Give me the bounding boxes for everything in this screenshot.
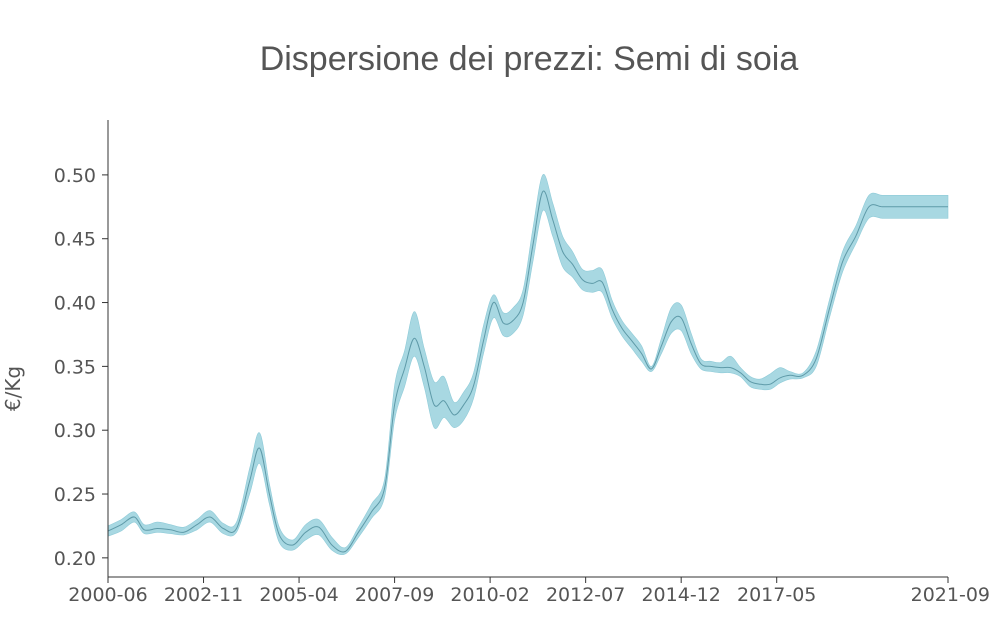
y-tick-label: 0.45 bbox=[54, 229, 96, 251]
y-tick-label: 0.20 bbox=[54, 548, 96, 570]
x-tick-label: 2000-06 bbox=[68, 584, 147, 606]
x-tick-label: 2021-09 bbox=[911, 584, 990, 606]
median-price-line bbox=[107, 190, 948, 553]
x-tick-label: 2005-04 bbox=[259, 584, 338, 606]
x-tick-label: 2002-11 bbox=[164, 584, 243, 606]
y-tick-label: 0.35 bbox=[54, 356, 96, 378]
chart-title: Dispersione dei prezzi: Semi di soia bbox=[259, 40, 799, 78]
y-tick-label: 0.40 bbox=[54, 293, 96, 315]
y-tick-label: 0.25 bbox=[54, 484, 96, 506]
x-tick-label: 2007-09 bbox=[355, 584, 434, 606]
price-dispersion-band bbox=[107, 174, 949, 556]
x-tick-label: 2017-05 bbox=[737, 584, 816, 606]
x-tick-label: 2012-07 bbox=[546, 584, 625, 606]
y-axis-label: €/Kg bbox=[1, 366, 25, 411]
y-tick-label: 0.30 bbox=[54, 420, 96, 442]
x-tick-label: 2014-12 bbox=[641, 584, 720, 606]
x-tick-label: 2010-02 bbox=[450, 584, 529, 606]
y-tick-label: 0.50 bbox=[54, 165, 96, 187]
